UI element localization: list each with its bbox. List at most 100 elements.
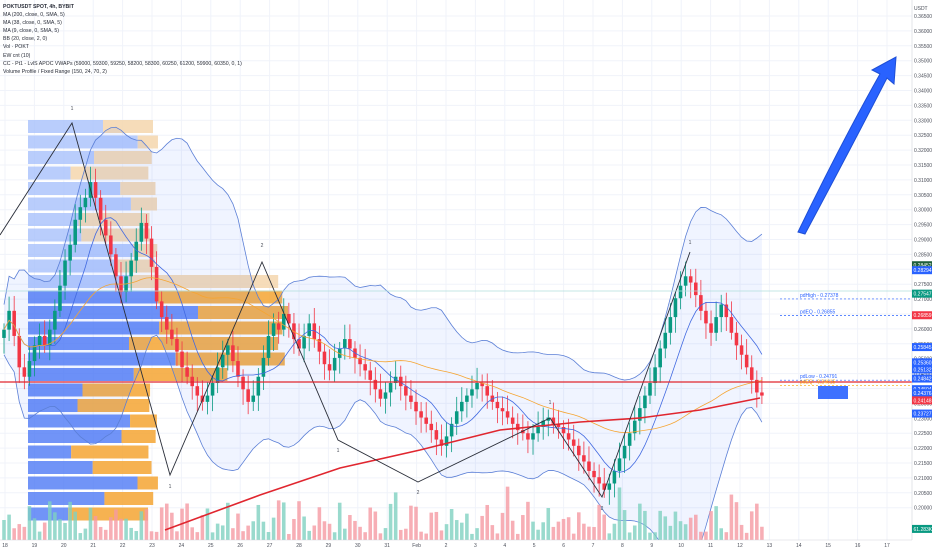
candle-body	[449, 423, 454, 437]
bb-upper	[3, 126, 763, 381]
vp-bar-down	[120, 182, 156, 195]
legend-ma200[interactable]: MA (200, close, 0, SMA, 5)	[3, 12, 65, 19]
chart-grid	[0, 0, 912, 540]
time-tick: 11	[708, 543, 713, 549]
indicator-legend: POKTUSDT SPOT, 4h, BYBIT MA (200, close,…	[3, 3, 242, 76]
candle-body	[393, 376, 398, 384]
candle-body	[27, 361, 32, 377]
volume-bar	[409, 505, 413, 540]
volume-bar	[22, 526, 27, 540]
volume-bar	[205, 508, 210, 540]
volume-bar	[297, 501, 301, 540]
time-tick: 19	[32, 543, 38, 549]
volume-bar	[292, 518, 296, 540]
price-tag-label: 0.24842	[914, 377, 932, 383]
price-tick: 0.22500	[914, 431, 932, 437]
volume-bar	[744, 532, 749, 540]
candle-body	[612, 470, 617, 484]
candle-body	[170, 329, 174, 340]
volume-bar	[261, 521, 266, 540]
time-tick: 4	[503, 543, 506, 549]
vp-bar-up	[28, 445, 72, 459]
volume-bar	[119, 518, 123, 540]
volume-bar	[617, 487, 622, 540]
vp-bar-down	[92, 461, 152, 474]
price-tick: 0.23000	[914, 416, 932, 422]
volume-bar	[597, 504, 601, 540]
price-tick: 0.26000	[914, 327, 932, 333]
candle-body	[12, 310, 16, 336]
vp-bar-up	[28, 151, 95, 164]
legend-cc[interactable]: CC - Pt1 - LvlS APOC VWAPs (59000, 59300…	[3, 60, 242, 67]
legend-ma9[interactable]: MA (9, close, 0, SMA, 5)	[3, 28, 59, 35]
price-tag	[912, 524, 932, 533]
legend-vp[interactable]: Volume Profile / Fixed Range (150, 24, 7…	[3, 68, 107, 75]
candle-body	[480, 383, 484, 387]
volume-bar	[719, 528, 724, 540]
candle-body	[531, 433, 535, 440]
candle-body	[159, 301, 164, 318]
volume-bar	[709, 511, 713, 540]
price-tick: 0.23500	[914, 401, 932, 407]
candle-body	[17, 335, 22, 368]
elliott-wave-lines: 1 1 2 1 2 1 2 1	[0, 106, 692, 512]
vp-bar-up	[28, 306, 198, 319]
volume-bar	[200, 515, 205, 540]
candle-body	[602, 483, 607, 490]
time-tick: 30	[355, 543, 361, 549]
candle-body	[388, 383, 393, 393]
candle-body	[266, 335, 271, 358]
candle-body	[577, 445, 581, 456]
candle-body	[53, 310, 57, 330]
vp-bar-down	[197, 306, 288, 319]
candle-body	[632, 420, 637, 434]
candle-body	[434, 430, 439, 440]
volume-bar	[429, 512, 434, 540]
legend-volume[interactable]: Vol · POKT	[3, 44, 29, 51]
candle-body	[175, 339, 179, 352]
legend-ma38[interactable]: MA (38, close, 0, SMA, 5)	[3, 20, 62, 27]
candle-body	[322, 351, 327, 365]
volume-bars	[2, 486, 764, 540]
time-tick: 31	[384, 543, 390, 549]
volume-bar	[704, 531, 708, 540]
price-tag-label: 0.23727	[914, 412, 932, 418]
vp-bar-down	[70, 166, 149, 180]
legend-ew[interactable]: EW cnt (10)	[3, 52, 31, 59]
price-axis[interactable]: USDT 0.36500 0.36000 0.35500 0.35000 0.34500 0…	[911, 0, 932, 550]
volume-bar	[393, 492, 398, 540]
price-tick: 0.29000	[914, 238, 932, 244]
candle-body	[307, 323, 311, 336]
volume-bar	[460, 522, 464, 540]
volume-bar	[144, 509, 149, 540]
volume-bar	[592, 526, 596, 540]
price-tag	[912, 389, 932, 398]
currency-label: USDT	[914, 6, 928, 12]
price-tag	[912, 396, 932, 405]
volume-bar	[256, 504, 261, 540]
volume-bar	[760, 526, 764, 540]
candle-body	[261, 357, 266, 377]
volume-bar	[164, 503, 169, 540]
candle-body	[643, 395, 647, 409]
candles	[2, 166, 764, 505]
candle-body	[63, 260, 67, 286]
vp-bar-down	[130, 414, 157, 428]
candle-body	[404, 386, 408, 396]
volume-bar	[78, 533, 83, 540]
price-tag-label: 0.27547	[914, 292, 932, 298]
candle-body	[749, 367, 754, 380]
time-axis[interactable]: 18 19 20 21 22 23 24 25 26 27 28 29 30 31 Feb 2 3 4 5 6 7 8 9 1…	[0, 539, 932, 550]
volume-bar	[332, 532, 337, 540]
volume-bar	[632, 525, 637, 540]
volume-bar	[515, 533, 520, 540]
volume-bar	[7, 514, 11, 540]
volume-bar	[159, 507, 164, 540]
candle-body	[68, 244, 72, 261]
price-tick: 0.30000	[914, 208, 932, 214]
time-tick: 7	[592, 543, 595, 549]
legend-bb[interactable]: BB (20, close, 2, 0)	[3, 36, 48, 43]
candle-body	[571, 439, 576, 446]
volume-bar	[2, 520, 6, 540]
